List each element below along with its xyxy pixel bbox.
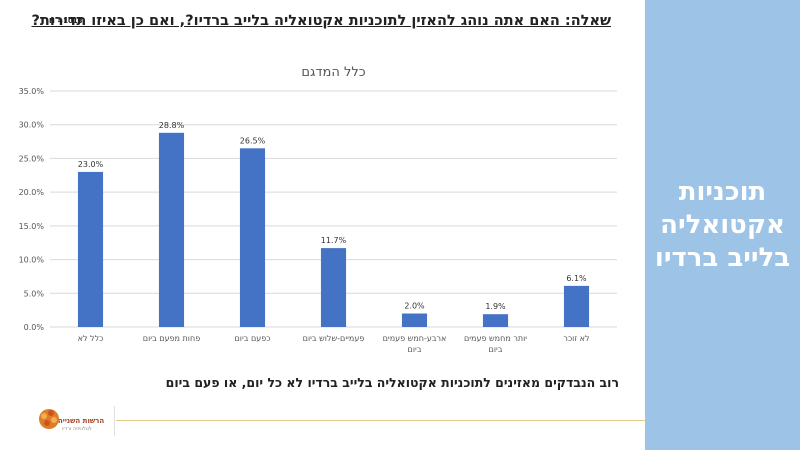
- sample-size: N =1013: [49, 17, 83, 25]
- y-tick-label: 15.0%: [19, 222, 45, 231]
- data-label: 2.0%: [404, 302, 425, 311]
- bar: [482, 314, 509, 327]
- bar: [158, 132, 185, 327]
- data-label: 28.8%: [159, 121, 185, 130]
- x-tick-label: פחות מפעם ביום: [143, 334, 200, 343]
- x-tick-label: יותר מחמש פעמים ביום: [464, 334, 527, 354]
- y-tick-label: 10.0%: [19, 256, 45, 265]
- data-label: 11.7%: [321, 236, 347, 245]
- logo-mark-icon: [39, 409, 59, 429]
- data-label: 1.9%: [485, 302, 506, 311]
- sidebar-title-line-2: אקטואליה: [660, 209, 785, 240]
- sidebar-panel: תוכניות אקטואליה בלייב ברדיו: [645, 0, 800, 450]
- data-label: 26.5%: [240, 136, 266, 145]
- x-tick-label: פעמיים-שלוש ביום: [303, 334, 365, 343]
- y-tick-label: 25.0%: [19, 154, 45, 163]
- sidebar-title-line-3: בלייב ברדיו: [654, 242, 791, 273]
- data-label: 6.1%: [566, 274, 587, 283]
- bar: [239, 148, 266, 327]
- x-tick-label: ארבע-חמש פעמים ביום: [383, 334, 447, 354]
- x-tick-label: כלל לא: [78, 334, 104, 343]
- y-tick-label: 30.0%: [19, 121, 45, 130]
- question-title: שאלה: האם אתה נוהג להאזין לתוכניות אקטוא…: [31, 13, 612, 29]
- logo: הרשות השנייה לטלוויזיה ורדיו: [38, 404, 118, 440]
- x-tick-label: לא זוכר: [563, 334, 589, 343]
- y-tick-label: 35.0%: [19, 87, 45, 96]
- chart-title: כלל המדגם: [301, 65, 365, 80]
- sidebar-title: תוכניות אקטואליה בלייב ברדיו: [655, 176, 790, 275]
- y-tick-label: 5.0%: [24, 289, 45, 298]
- bar: [563, 285, 590, 327]
- data-label: 23.0%: [78, 160, 104, 169]
- y-tick-label: 20.0%: [19, 188, 45, 197]
- logo-tagline: לטלוויזיה ורדיו: [62, 426, 92, 432]
- bar: [77, 171, 104, 327]
- conclusion-text: רוב הנבדקים מאזינים לתוכניות אקטואליה בל…: [165, 375, 619, 390]
- logo-name: הרשות השנייה: [58, 417, 105, 425]
- bar-chart: כלל המדגם 0.0% 5.0% 10.0% 15.0% 20.0% 25.0% 30.…: [19, 65, 617, 354]
- sidebar-title-line-1: תוכניות: [678, 176, 767, 207]
- bar: [401, 313, 428, 327]
- bar: [320, 248, 347, 327]
- logo-divider: [114, 406, 115, 436]
- main-panel: שאלה: האם אתה נוהג להאזין לתוכניות אקטוא…: [19, 13, 646, 440]
- x-tick-label: כפעם ביום: [235, 334, 271, 343]
- y-tick-label: 0.0%: [24, 323, 45, 332]
- footer-line: [116, 420, 646, 421]
